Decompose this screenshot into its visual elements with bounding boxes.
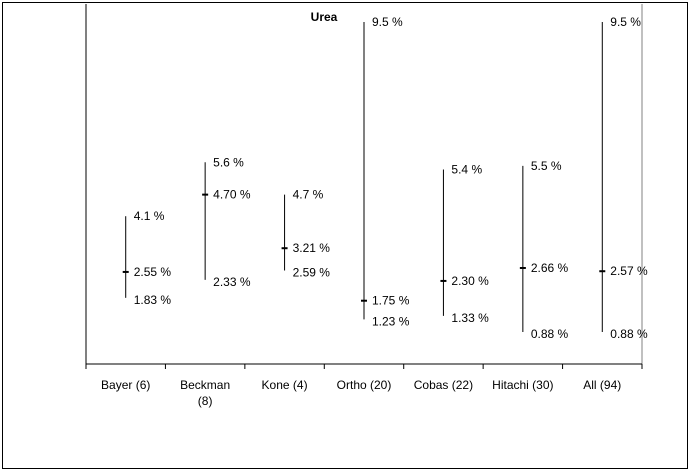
max-label: 5.4 % bbox=[451, 162, 482, 176]
min-label: 2.33 % bbox=[213, 275, 251, 289]
x-category-label: All (94) bbox=[583, 378, 621, 392]
mid-label: 2.66 % bbox=[531, 261, 569, 275]
min-label: 0.88 % bbox=[610, 327, 648, 341]
max-label: 4.7 % bbox=[293, 188, 324, 202]
x-category-label: Kone (4) bbox=[262, 378, 308, 392]
min-label: 1.83 % bbox=[134, 293, 172, 307]
chart-frame bbox=[2, 2, 688, 469]
max-label: 9.5 % bbox=[610, 15, 641, 29]
x-category-label: Hitachi (30) bbox=[492, 378, 553, 392]
mid-label: 3.21 % bbox=[293, 241, 331, 255]
min-label: 1.23 % bbox=[372, 314, 410, 328]
min-label: 2.59 % bbox=[293, 266, 331, 280]
chart-title: Urea bbox=[311, 10, 338, 24]
x-category-label: (8) bbox=[198, 394, 213, 408]
x-category-label: Ortho (20) bbox=[337, 378, 392, 392]
min-label: 1.33 % bbox=[451, 311, 489, 325]
mid-label: 2.57 % bbox=[610, 264, 648, 278]
mid-label: 4.70 % bbox=[213, 188, 251, 202]
x-category-label: Bayer (6) bbox=[101, 378, 150, 392]
mid-label: 2.55 % bbox=[134, 265, 172, 279]
max-label: 9.5 % bbox=[372, 15, 403, 29]
x-category-label: Beckman bbox=[180, 378, 230, 392]
max-label: 5.5 % bbox=[531, 159, 562, 173]
mid-label: 2.30 % bbox=[451, 274, 489, 288]
max-label: 4.1 % bbox=[134, 209, 165, 223]
x-category-label: Cobas (22) bbox=[414, 378, 473, 392]
min-label: 0.88 % bbox=[531, 327, 569, 341]
plot-area: 4.1 % 2.55 % 1.83 % Bayer (6) 5.6 % 4.70 % 2.3… bbox=[85, 4, 648, 408]
max-label: 5.6 % bbox=[213, 155, 244, 169]
mid-label: 1.75 % bbox=[372, 294, 410, 308]
